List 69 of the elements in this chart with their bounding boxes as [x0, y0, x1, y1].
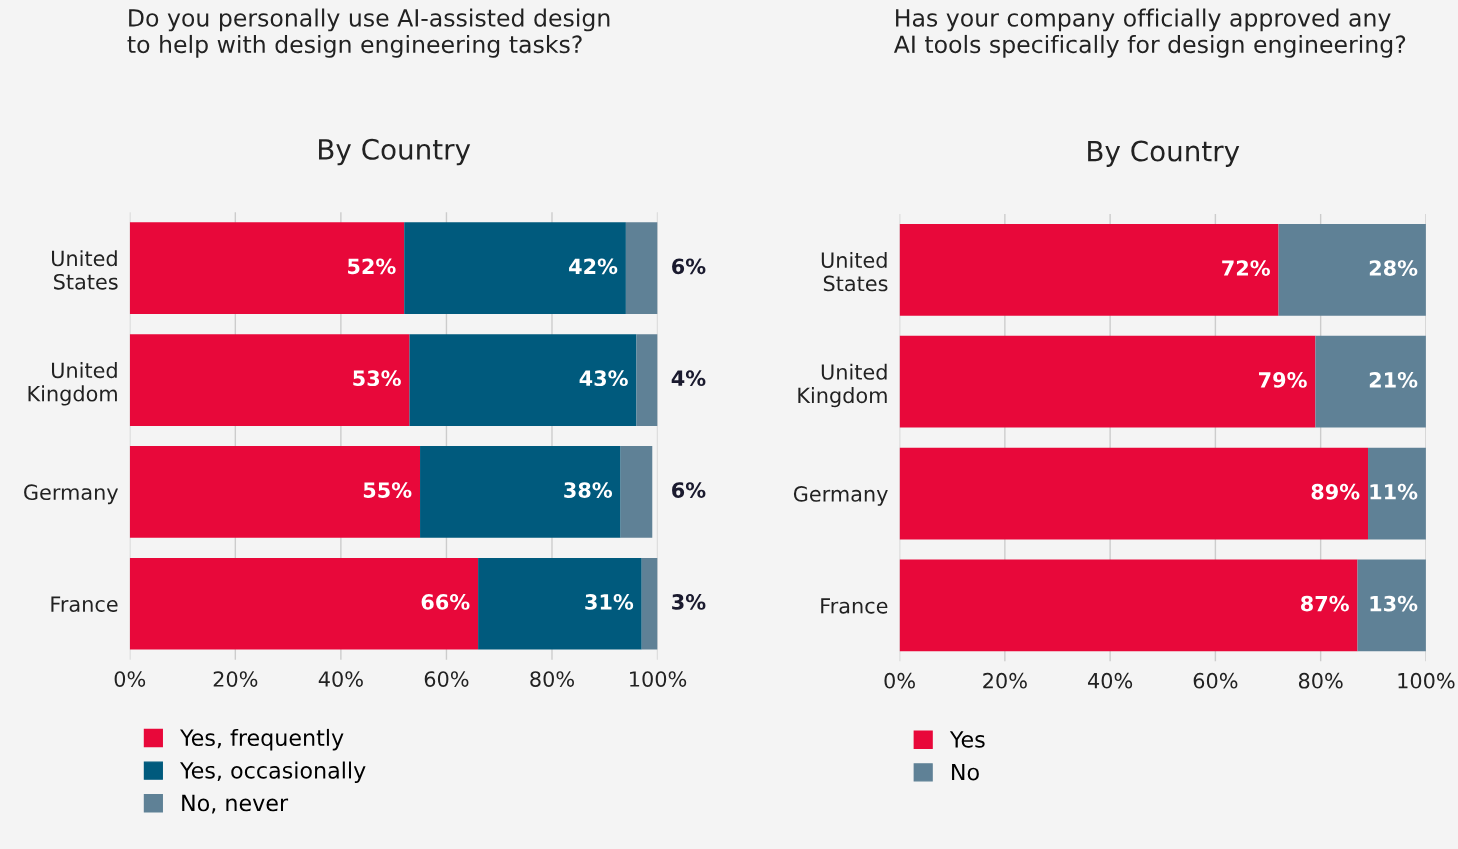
- y-tick-label: United States: [52, 250, 118, 290]
- x-tick-label: 100%: [630, 671, 687, 687]
- bar: [478, 557, 642, 650]
- data-label: 79%: [1259, 372, 1307, 388]
- bar: [420, 446, 621, 538]
- data-label: 52%: [348, 258, 396, 275]
- y-tick-label: Germany: [793, 486, 888, 506]
- data-label: 21%: [1369, 372, 1418, 388]
- y-tick-label: United States: [821, 251, 888, 292]
- data-label: 53%: [353, 370, 401, 387]
- y-tick-label: Germany: [24, 484, 119, 505]
- bar: [636, 334, 658, 426]
- data-label: 38%: [564, 482, 613, 498]
- legend-label: No: [952, 763, 979, 781]
- bar: [899, 224, 1279, 316]
- chart-title: Has your company officially approved any AI tools specifically for design engineering?: [893, 8, 1406, 58]
- y-tick-label: United Kingdom: [28, 362, 117, 406]
- x-tick-label: 80%: [1298, 672, 1343, 689]
- legend-label: Yes, occasionally: [179, 761, 366, 784]
- data-label: 13%: [1370, 595, 1418, 612]
- data-label: 31%: [585, 594, 634, 610]
- x-tick-label: 20%: [983, 672, 1027, 689]
- x-tick-label: 20%: [213, 671, 258, 687]
- data-label: 4%: [671, 370, 706, 387]
- x-tick-label: 60%: [424, 671, 469, 687]
- bar: [641, 557, 658, 650]
- x-tick-label: 40%: [1087, 672, 1133, 689]
- bar: [625, 222, 658, 315]
- bar: [899, 559, 1358, 652]
- legend-label: Yes, frequently: [179, 728, 344, 751]
- data-label: 89%: [1311, 483, 1360, 500]
- bar: [129, 557, 479, 650]
- x-tick-label: 60%: [1193, 672, 1238, 689]
- chart-title: Do you personally use AI-assisted design to help with design engineering tasks?: [127, 8, 610, 58]
- bar: [1357, 559, 1426, 652]
- x-tick-label: 40%: [318, 671, 363, 687]
- x-tick-label: 0%: [114, 671, 146, 687]
- data-label: 42%: [569, 258, 618, 275]
- bar: [129, 222, 405, 315]
- bar: [1278, 224, 1426, 316]
- bar: [620, 446, 653, 538]
- x-tick-label: 0%: [884, 672, 915, 689]
- data-label: 72%: [1222, 260, 1270, 276]
- bar: [404, 222, 626, 315]
- data-label: 6%: [672, 482, 706, 498]
- chart-subtitle: By Country: [1088, 140, 1240, 167]
- data-label: 6%: [672, 258, 706, 275]
- data-label: 43%: [579, 370, 628, 387]
- data-label: 28%: [1369, 260, 1418, 276]
- bar: [899, 447, 1369, 540]
- data-label: 66%: [421, 594, 470, 610]
- y-tick-label: France: [51, 596, 118, 612]
- x-tick-label: 100%: [1398, 672, 1455, 689]
- bar: [129, 446, 421, 538]
- data-label: 87%: [1301, 595, 1349, 612]
- bar: [1315, 335, 1426, 428]
- data-label: 3%: [672, 594, 706, 610]
- bar: [409, 334, 637, 426]
- y-tick-label: France: [821, 598, 888, 614]
- legend-label: Yes: [949, 731, 985, 748]
- bar: [129, 334, 410, 426]
- bar: [899, 335, 1316, 428]
- y-tick-label: United Kingdom: [798, 363, 887, 408]
- data-label: 11%: [1370, 483, 1418, 500]
- bar: [1368, 447, 1426, 540]
- data-label: 55%: [363, 482, 412, 498]
- legend-label: No, never: [182, 794, 289, 814]
- x-tick-label: 80%: [530, 671, 574, 687]
- chart-subtitle: By Country: [319, 138, 471, 166]
